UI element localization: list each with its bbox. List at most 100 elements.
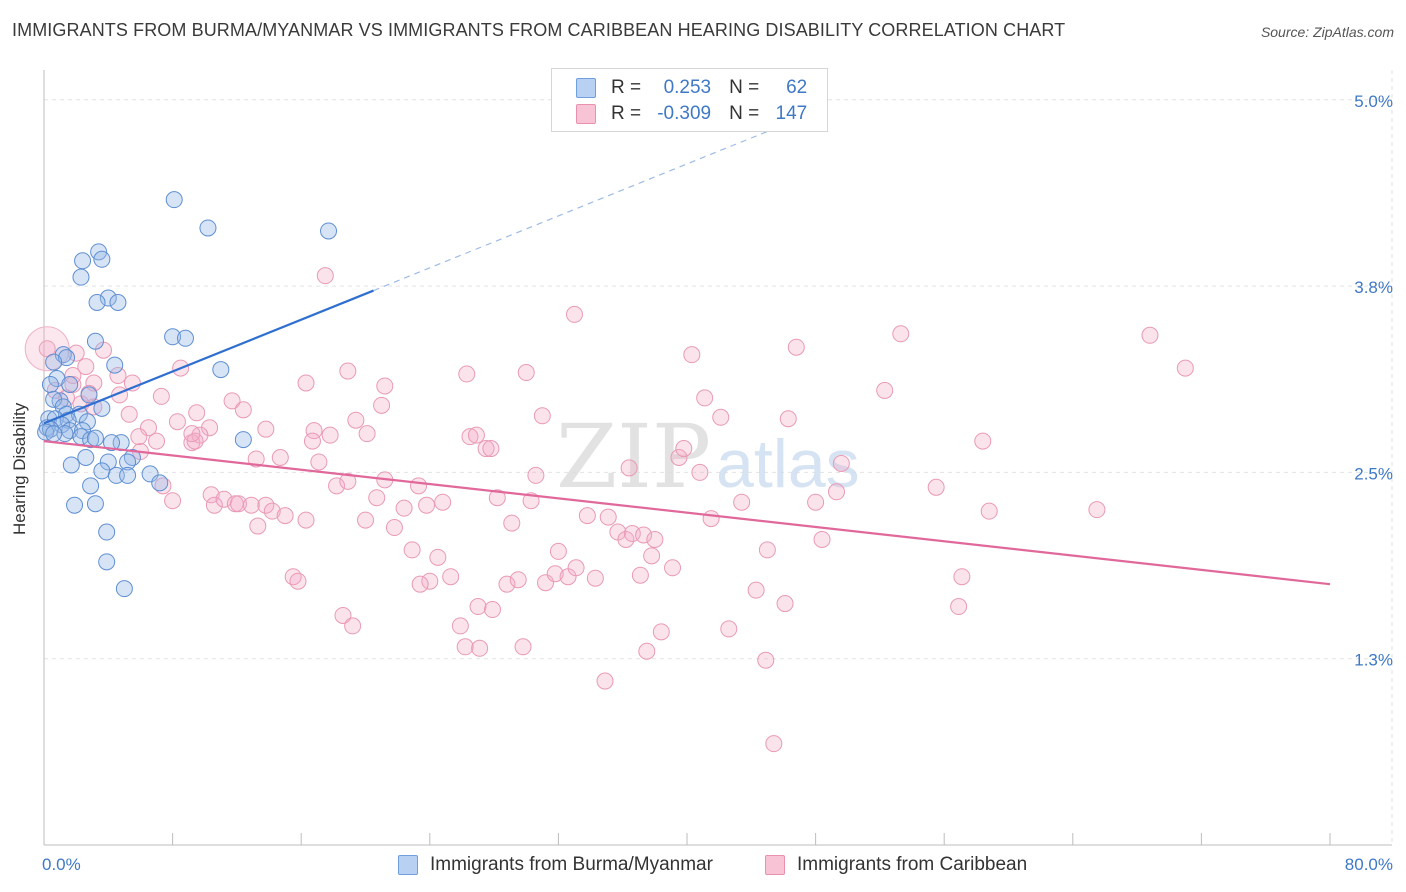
caribbean-point [385, 519, 403, 537]
caribbean-point [652, 623, 670, 641]
caribbean-point [638, 642, 656, 660]
legend-swatch-pink [576, 104, 596, 124]
burma-point [234, 431, 252, 449]
caribbean-point [109, 367, 127, 385]
tick-labels: 1.3% 2.5% 3.8% 5.0% 0.0% 80.0% [42, 92, 1393, 874]
burma-points [37, 191, 338, 598]
caribbean-point [643, 547, 661, 565]
caribbean-point [339, 362, 357, 380]
burma-point [58, 349, 76, 367]
caribbean-point [533, 407, 551, 425]
caribbean-point [757, 651, 775, 669]
y-tick-label: 2.5% [1354, 464, 1393, 483]
caribbean-point [596, 672, 614, 690]
legend-row-burma: R = 0.253 N = 62 [576, 76, 807, 100]
burma-point [176, 329, 194, 347]
legend-r-label: R = [611, 103, 642, 124]
caribbean-point [305, 422, 323, 440]
caribbean-point [1141, 326, 1159, 344]
caribbean-point [1176, 359, 1194, 377]
caribbean-point [546, 565, 564, 583]
caribbean-point [347, 411, 365, 429]
caribbean-point [578, 507, 596, 525]
caribbean-point [779, 410, 797, 428]
caribbean-point [276, 507, 294, 525]
caribbean-point [316, 267, 334, 285]
caribbean-point [376, 377, 394, 395]
caribbean-point [787, 338, 805, 356]
burma-point [86, 429, 104, 447]
caribbean-point [429, 548, 447, 566]
caribbean-point [461, 428, 479, 446]
caribbean-point [303, 432, 321, 450]
caribbean-point [328, 477, 346, 495]
caribbean-point [230, 495, 248, 513]
caribbean-point [403, 541, 421, 559]
caribbean-point [395, 499, 413, 517]
burma-point [62, 456, 80, 474]
bottom-legend-label-caribbean: Immigrants from Caribbean [797, 854, 1028, 875]
caribbean-point [691, 463, 709, 481]
caribbean-point [77, 358, 95, 376]
burma-point [77, 449, 95, 466]
caribbean-point [205, 496, 223, 514]
y-tick-label: 3.8% [1354, 278, 1393, 297]
burma-point [41, 375, 59, 393]
legend-swatch-blue [576, 78, 596, 98]
caribbean-point [373, 396, 391, 414]
watermark-atlas: atlas [716, 426, 860, 502]
caribbean-point [617, 530, 635, 548]
burma-point [82, 477, 100, 495]
caribbean-point [482, 440, 500, 458]
caribbean-point [418, 496, 436, 514]
caribbean-point [456, 638, 474, 656]
caribbean-point [733, 493, 751, 511]
burma-point [74, 252, 92, 270]
caribbean-point [334, 606, 352, 624]
y-axis-label: Hearing Disability [10, 402, 29, 535]
caribbean-point [183, 425, 201, 443]
caribbean-point [458, 365, 476, 383]
caribbean-point [527, 466, 545, 484]
burma-point [45, 425, 63, 443]
caribbean-point [675, 440, 693, 458]
caribbean-point [271, 449, 289, 466]
burma-trend-line [43, 289, 374, 425]
trend-lines [43, 108, 1331, 586]
caribbean-point [148, 432, 166, 450]
caribbean-point [635, 526, 653, 544]
caribbean-point [517, 364, 535, 382]
caribbean-point [120, 405, 138, 423]
burma-point [212, 361, 230, 379]
caribbean-point [284, 568, 302, 586]
caribbean-point [892, 325, 910, 343]
burma-point [115, 580, 133, 598]
bottom-legend-swatch-pink [765, 855, 785, 875]
caribbean-point [664, 559, 682, 577]
watermark-zip: ZIP [556, 405, 711, 508]
caribbean-points [24, 267, 1194, 753]
caribbean-point [467, 426, 485, 444]
caribbean-point [980, 502, 998, 520]
burma-point [199, 219, 217, 237]
y-tick-label: 5.0% [1354, 92, 1393, 111]
bottom-legend-swatch-blue [398, 855, 418, 875]
caribbean-point [950, 598, 968, 616]
caribbean-point [696, 389, 714, 407]
caribbean-point [646, 530, 664, 548]
caribbean-point [442, 568, 460, 586]
burma-point [45, 353, 63, 371]
legend-n-label: N = [729, 77, 760, 98]
caribbean-point [813, 530, 831, 548]
legend-n-value-caribbean: 147 [775, 103, 808, 124]
correlation-legend: R = 0.253 N = 62 R = -0.309 N = 147 [551, 68, 828, 132]
caribbean-point [234, 401, 252, 419]
caribbean-point [549, 542, 567, 560]
caribbean-point [339, 472, 357, 490]
caribbean-point [344, 617, 362, 635]
burma-point [98, 523, 116, 541]
burma-point [72, 268, 90, 286]
caribbean-point [776, 595, 794, 613]
chart-title: IMMIGRANTS FROM BURMA/MYANMAR VS IMMIGRA… [12, 20, 1066, 40]
